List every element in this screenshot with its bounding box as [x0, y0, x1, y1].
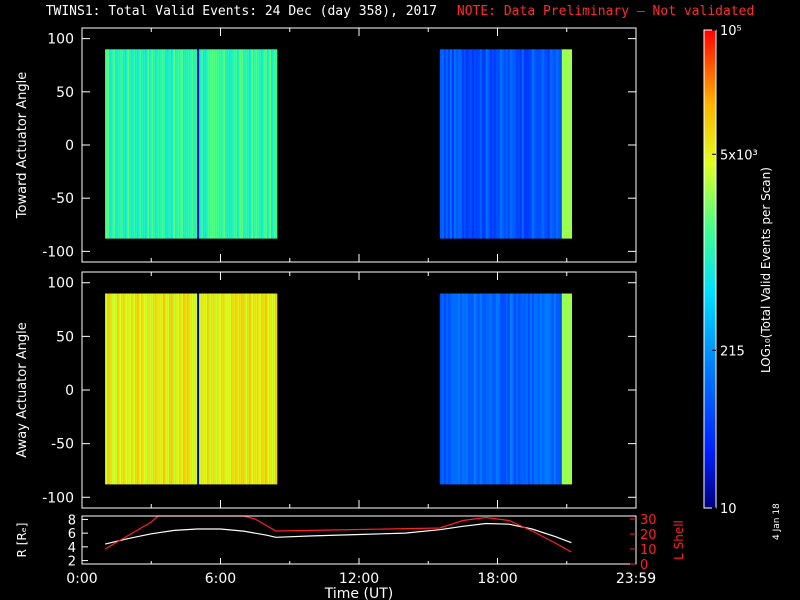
y-tick-label-right: 20: [640, 528, 657, 543]
panel-away: 100 50 0 -50 -100 Away Actuator Angle: [15, 271, 637, 509]
x-axis-label: Time (UT): [324, 586, 393, 600]
preliminary-note: NOTE: Data Preliminary – Not validated: [456, 4, 755, 19]
y-tick-label: 4: [68, 541, 76, 556]
y-tick-label: -50: [51, 437, 74, 453]
heatmap-segment-away-2: [439, 293, 572, 485]
y-axis-label: Toward Actuator Angle: [15, 72, 30, 219]
colorbar: 10⁵ 5x10³ 215 10 LOG₁₀(Total Valid Events pe…: [703, 24, 773, 517]
x-tick-label: 0:00: [66, 571, 97, 587]
y-tick-label: 50: [56, 329, 74, 345]
lshell-line: [104, 515, 572, 553]
x-tick-label: 6:00: [205, 571, 236, 587]
y-tick-label-right: 10: [640, 543, 657, 558]
plot-frame-orbit: [81, 515, 637, 565]
y-tick-label: -50: [51, 191, 74, 207]
colorbar-label: LOG₁₀(Total Valid Events per Scan): [759, 167, 773, 373]
y-tick-label: 100: [47, 276, 74, 292]
y-tick-label: 0: [65, 138, 74, 154]
y-tick-label-right: 0: [640, 558, 648, 573]
y-tick-label: 8: [68, 513, 76, 528]
radius-line: [104, 522, 572, 545]
colorbar-tick-label: 10: [720, 502, 737, 517]
chart-title-row: TWINS1: Total Valid Events: 24 Dec (day …: [0, 4, 800, 19]
heatmap-segment-away-1: [105, 293, 278, 485]
chart-title: TWINS1: Total Valid Events: 24 Dec (day …: [45, 4, 438, 19]
y-tick-label: 0: [65, 383, 74, 399]
panel-toward: 100 50 0 -50 -100 Toward Actuator Angle: [15, 27, 637, 263]
colorbar-tick-label: 10⁵: [720, 24, 742, 39]
y-tick-label: 50: [56, 85, 74, 101]
x-tick-label: 12:00: [339, 571, 379, 587]
heatmap-segment-toward-2: [439, 49, 572, 239]
y-tick-label: 2: [68, 555, 76, 570]
y-tick-label: 100: [47, 32, 74, 48]
colorbar-tick-label: 5x10³: [720, 148, 758, 163]
y-tick-label: -100: [42, 244, 74, 260]
x-tick-label: 23:59: [616, 571, 656, 587]
date-stamp: 4 Jan 18: [772, 503, 782, 540]
colorbar-gradient: [703, 29, 717, 509]
y-tick-label-right: 30: [640, 513, 657, 528]
y-axis-label: Away Actuator Angle: [15, 322, 30, 457]
x-tick-label: 18:00: [477, 571, 517, 587]
y-axis-label-left: R [Rₑ]: [15, 523, 29, 558]
heatmap-segment-toward-1: [105, 49, 278, 239]
y-tick-label: -100: [42, 490, 74, 506]
y-tick-label: 6: [68, 527, 76, 542]
colorbar-tick-label: 215: [720, 344, 745, 359]
y-axis-label-right: L Shell: [672, 520, 686, 560]
